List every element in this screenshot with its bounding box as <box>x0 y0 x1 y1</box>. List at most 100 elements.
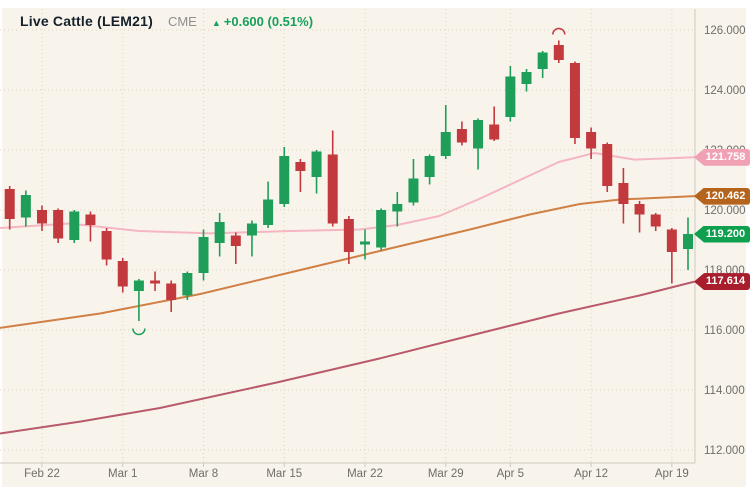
candle <box>360 229 370 260</box>
candle-body <box>311 151 322 177</box>
candle <box>602 142 613 192</box>
ma-maroon-line <box>0 280 695 435</box>
candle <box>246 220 257 257</box>
candle-body <box>360 241 370 245</box>
candle <box>101 228 112 266</box>
candle-body <box>602 144 613 186</box>
x-axis-label: Apr 19 <box>655 468 689 480</box>
candle <box>489 106 500 141</box>
candle-body <box>295 162 306 171</box>
exchange-label: CME <box>167 14 197 29</box>
candle <box>343 216 354 264</box>
candle-body <box>182 273 193 296</box>
candle <box>327 130 338 227</box>
candle-body <box>117 261 128 287</box>
candle <box>392 192 403 227</box>
candle <box>166 280 177 312</box>
candle-body <box>683 234 693 249</box>
ma-orange-value-badge: 120.462 <box>694 187 750 205</box>
candle <box>4 186 15 230</box>
candle <box>69 210 80 243</box>
y-axis-label: 116.000 <box>704 325 745 337</box>
candle-body <box>198 237 209 273</box>
candle-body <box>618 183 629 204</box>
ma-pink-line <box>0 152 695 235</box>
x-axis-label: Mar 22 <box>347 468 383 480</box>
candle <box>569 61 580 144</box>
candle <box>376 208 387 251</box>
candle-body <box>246 223 257 236</box>
candle-body <box>505 76 516 117</box>
candle <box>198 229 209 281</box>
candle <box>53 208 64 243</box>
candle <box>20 190 31 227</box>
candle <box>230 232 241 264</box>
candle <box>440 105 451 159</box>
chart-panel <box>2 8 746 487</box>
x-axis-label: Mar 15 <box>266 468 302 480</box>
symbol-title: Live Cattle (LEM21) <box>20 13 153 29</box>
candle <box>456 121 467 146</box>
candle-body <box>473 120 484 149</box>
ma-maroon-value-badge: 117.614 <box>694 273 750 291</box>
candle-body <box>650 214 661 227</box>
candle-body <box>456 129 467 143</box>
y-axis-label: 112.000 <box>704 445 745 457</box>
ma-pink-value-badge: 121.758 <box>694 148 750 166</box>
x-axis-label: Apr 5 <box>497 468 525 480</box>
chart-header: Live Cattle (LEM21) CME ▲ +0.600 (0.51%) <box>20 13 313 29</box>
candle <box>408 159 419 206</box>
low-marker-arc <box>132 328 146 336</box>
candle-body <box>440 132 451 156</box>
x-axis-label: Feb 22 <box>24 468 60 480</box>
candle-body <box>666 229 677 252</box>
candle-body <box>150 280 161 284</box>
candle <box>683 217 693 270</box>
candle <box>263 181 274 228</box>
candle <box>311 150 322 194</box>
candle <box>37 205 47 231</box>
candle-body <box>214 222 225 243</box>
candle-body <box>133 280 144 291</box>
candle-body <box>101 231 112 260</box>
candle-body <box>376 210 387 248</box>
x-axis-label: Mar 29 <box>428 468 464 480</box>
candle-body <box>424 156 435 177</box>
candle <box>295 159 306 192</box>
candle <box>150 271 161 291</box>
candle <box>505 66 516 122</box>
x-axis-label: Mar 1 <box>108 468 137 480</box>
x-axis-label: Mar 8 <box>189 468 218 480</box>
candle-body <box>166 283 177 300</box>
candle-body <box>69 211 80 240</box>
candle <box>634 201 645 233</box>
candle-body <box>392 204 403 212</box>
candle-body <box>85 214 96 225</box>
candle-body <box>279 156 290 204</box>
high-marker-arc <box>552 27 566 35</box>
y-axis-label: 114.000 <box>704 385 745 397</box>
last-price-badge: 119.200 <box>694 225 750 243</box>
candle <box>553 40 564 63</box>
candle-body <box>37 210 47 224</box>
candle-body <box>489 124 500 140</box>
candle <box>424 154 435 185</box>
candle-body <box>327 154 338 224</box>
candle <box>133 279 144 321</box>
candle <box>618 168 629 224</box>
up-arrow-icon: ▲ <box>211 18 221 28</box>
candle-body <box>586 132 597 149</box>
candle <box>586 127 597 159</box>
candle-body <box>53 210 64 239</box>
candle <box>117 258 128 293</box>
candle-body <box>408 178 419 203</box>
candle <box>650 213 661 231</box>
candle-body <box>20 195 31 218</box>
candle-body <box>263 199 274 225</box>
candle-body <box>521 72 532 84</box>
y-axis-label: 120.000 <box>704 205 746 217</box>
candle-body <box>634 204 645 215</box>
candle <box>85 211 96 242</box>
candle <box>521 69 532 92</box>
